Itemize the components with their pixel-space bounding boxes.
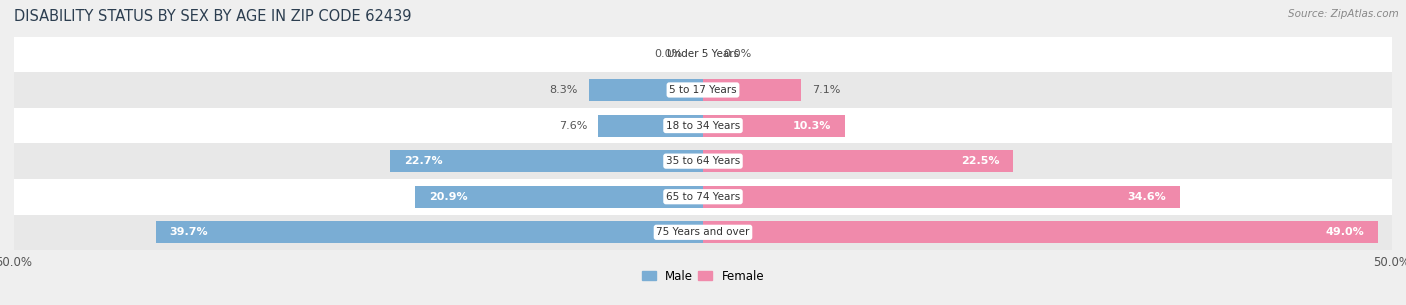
Bar — [14, 179, 1392, 214]
Text: 8.3%: 8.3% — [550, 85, 578, 95]
Text: 0.0%: 0.0% — [724, 49, 752, 59]
Bar — [156, 221, 703, 243]
Bar — [703, 115, 845, 137]
Bar — [14, 108, 1392, 143]
Text: 49.0%: 49.0% — [1326, 227, 1364, 237]
Bar — [14, 143, 1392, 179]
Text: 22.5%: 22.5% — [960, 156, 1000, 166]
Bar — [589, 79, 703, 101]
Bar — [14, 37, 1392, 72]
Text: 18 to 34 Years: 18 to 34 Years — [666, 120, 740, 131]
Bar — [703, 186, 1180, 208]
Text: 0.0%: 0.0% — [654, 49, 682, 59]
Bar — [703, 221, 1378, 243]
Text: 7.6%: 7.6% — [558, 120, 588, 131]
Bar — [599, 115, 703, 137]
Bar — [14, 72, 1392, 108]
Bar — [703, 150, 1012, 172]
Bar — [415, 186, 703, 208]
Text: 5 to 17 Years: 5 to 17 Years — [669, 85, 737, 95]
Bar — [391, 150, 703, 172]
Text: Source: ZipAtlas.com: Source: ZipAtlas.com — [1288, 9, 1399, 19]
Text: 65 to 74 Years: 65 to 74 Years — [666, 192, 740, 202]
Text: 34.6%: 34.6% — [1128, 192, 1166, 202]
Text: 22.7%: 22.7% — [404, 156, 443, 166]
Text: 7.1%: 7.1% — [811, 85, 841, 95]
Bar — [14, 214, 1392, 250]
Text: 39.7%: 39.7% — [170, 227, 208, 237]
Text: 75 Years and over: 75 Years and over — [657, 227, 749, 237]
Text: 35 to 64 Years: 35 to 64 Years — [666, 156, 740, 166]
Text: DISABILITY STATUS BY SEX BY AGE IN ZIP CODE 62439: DISABILITY STATUS BY SEX BY AGE IN ZIP C… — [14, 9, 412, 24]
Legend: Male, Female: Male, Female — [641, 270, 765, 283]
Bar — [703, 79, 801, 101]
Text: Under 5 Years: Under 5 Years — [666, 49, 740, 59]
Text: 20.9%: 20.9% — [429, 192, 467, 202]
Text: 10.3%: 10.3% — [793, 120, 831, 131]
